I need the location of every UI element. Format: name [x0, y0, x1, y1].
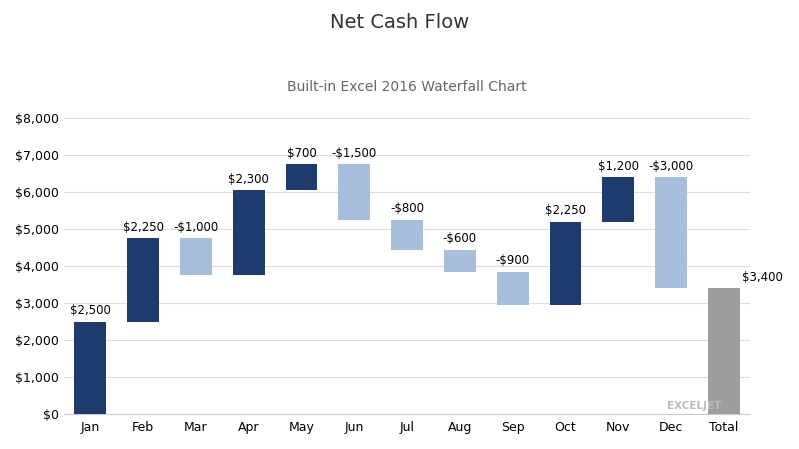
Bar: [550, 222, 582, 305]
Bar: [285, 164, 317, 190]
Bar: [497, 272, 528, 305]
Bar: [602, 177, 634, 222]
Bar: [339, 164, 370, 220]
Text: -$800: -$800: [390, 202, 424, 216]
Bar: [127, 238, 159, 321]
Bar: [392, 220, 423, 250]
Bar: [180, 238, 212, 275]
Text: -$600: -$600: [443, 232, 477, 245]
Text: $2,250: $2,250: [545, 204, 586, 217]
Text: -$1,500: -$1,500: [332, 147, 377, 160]
Bar: [708, 288, 740, 414]
Text: -$3,000: -$3,000: [649, 160, 694, 173]
Bar: [74, 321, 106, 414]
Bar: [233, 190, 264, 275]
Text: -$900: -$900: [495, 254, 530, 267]
Text: -$1,000: -$1,000: [173, 221, 218, 234]
Text: $2,250: $2,250: [122, 221, 164, 234]
Text: $2,500: $2,500: [70, 304, 111, 317]
Text: EXCELJET: EXCELJET: [667, 401, 721, 411]
Title: Built-in Excel 2016 Waterfall Chart: Built-in Excel 2016 Waterfall Chart: [288, 80, 527, 94]
Text: $1,200: $1,200: [598, 160, 638, 173]
Text: $700: $700: [287, 147, 316, 160]
Text: $2,300: $2,300: [229, 173, 269, 186]
Text: Net Cash Flow: Net Cash Flow: [330, 13, 469, 32]
Text: $3,400: $3,400: [742, 271, 783, 284]
Bar: [655, 177, 687, 288]
Bar: [444, 250, 475, 272]
